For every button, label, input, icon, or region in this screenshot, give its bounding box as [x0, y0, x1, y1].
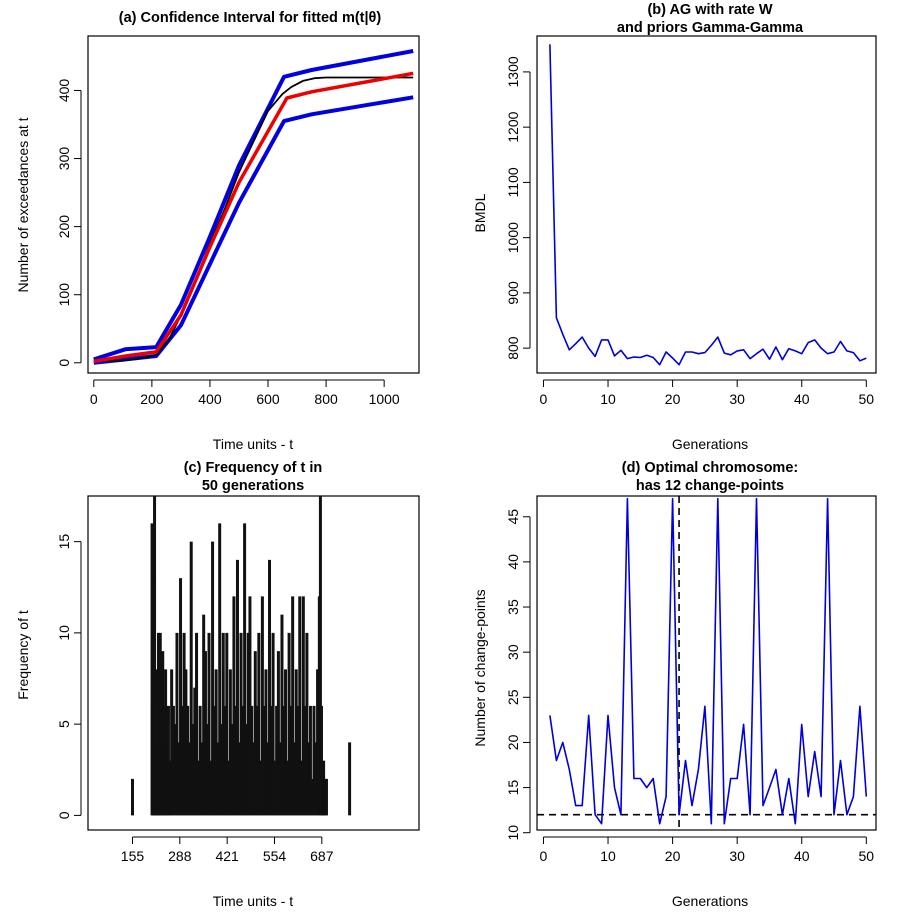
panel-b-title: (b) AG with rate W [647, 2, 772, 18]
panel-c-y-label: Frequency of t [15, 610, 31, 700]
y-tick-label: 1300 [505, 56, 521, 87]
x-tick-label: 0 [540, 391, 548, 407]
panel-a-plot-box [87, 35, 420, 374]
panel-c-x-label: Time units - t [213, 893, 293, 909]
panel-d-title: (d) Optimal chromosome: [622, 460, 798, 476]
y-tick-label: 0 [56, 811, 72, 819]
x-tick-label: 687 [310, 848, 334, 864]
panel-b-x-axis: 0 10 20 30 40 50 [540, 379, 875, 407]
panel-a-x-label: Time units - t [213, 436, 293, 452]
x-tick-label: 288 [168, 848, 192, 864]
y-tick-label: 45 [505, 509, 521, 525]
y-tick-label: 800 [505, 336, 521, 360]
y-tick-label: 1100 [505, 167, 521, 197]
x-tick-label: 600 [256, 391, 280, 407]
panel-c-plot-box [87, 495, 420, 831]
x-tick-label: 30 [729, 391, 745, 407]
x-tick-label: 40 [794, 391, 810, 407]
y-tick-label: 35 [505, 599, 521, 615]
y-tick-label: 15 [505, 780, 521, 796]
x-tick-label: 554 [263, 848, 287, 864]
panel-b-series [549, 44, 867, 366]
y-tick-label: 10 [505, 825, 521, 841]
x-tick-label: 200 [140, 391, 164, 407]
panel-d-series [537, 496, 876, 830]
panel-d-y-label: Number of change-points [472, 589, 488, 746]
panel-a-title: (a) Confidence Interval for fitted m(t|θ… [119, 10, 382, 26]
panel-d-x-axis: 0 10 20 30 40 50 [540, 836, 875, 864]
series-line-1 [93, 49, 414, 362]
x-tick-label: 155 [121, 848, 145, 864]
panel-d-subtitle: has 12 change-points [636, 478, 784, 494]
panel-b-y-axis: 800 900 1000 1100 1200 1300 [505, 56, 531, 360]
panel-c-y-axis: 0 5 10 15 [56, 534, 82, 819]
y-tick-label: 20 [505, 734, 521, 750]
panel-d: (d) Optimal chromosome: has 12 change-po… [472, 460, 877, 909]
panel-b-x-label: Generations [672, 436, 748, 452]
panel-c: (c) Frequency of t in 50 generations 155… [15, 460, 420, 909]
y-tick-label: 5 [56, 720, 72, 728]
y-tick-label: 15 [56, 534, 72, 550]
panel-b-subtitle: and priors Gamma-Gamma [617, 20, 804, 36]
x-tick-label: 10 [600, 391, 616, 407]
x-tick-label: 0 [90, 391, 98, 407]
y-tick-label: 400 [56, 79, 72, 103]
x-tick-label: 20 [665, 848, 681, 864]
panel-b-y-label: BMDL [472, 193, 488, 232]
x-tick-label: 40 [794, 848, 810, 864]
series-line-3 [93, 76, 414, 363]
panel-c-bars [130, 496, 352, 816]
x-tick-label: 421 [215, 848, 239, 864]
panel-a-y-axis: 0 100 200 300 400 [56, 79, 82, 367]
panel-c-x-axis: 155 288 421 554 687 [121, 836, 334, 864]
x-tick-label: 400 [198, 391, 222, 407]
y-tick-label: 200 [56, 215, 72, 239]
panel-a-x-axis: 0 200 400 600 800 1000 [90, 379, 400, 407]
x-tick-label: 20 [665, 391, 681, 407]
y-tick-label: 40 [505, 554, 521, 570]
panel-b: (b) AG with rate W and priors Gamma-Gamm… [472, 2, 877, 452]
y-tick-label: 900 [505, 281, 521, 305]
panel-b-plot-box [536, 35, 877, 374]
x-tick-label: 30 [729, 848, 745, 864]
x-tick-label: 1000 [369, 391, 400, 407]
panel-d-plot-box [536, 495, 877, 831]
y-tick-label: 0 [56, 359, 72, 367]
panel-d-y-axis: 10 15 20 25 30 35 40 45 [505, 509, 531, 841]
panel-a-series [93, 49, 414, 365]
series-line-4 [93, 71, 414, 364]
panel-c-title: (c) Frequency of t in [184, 460, 323, 476]
y-tick-label: 10 [56, 625, 72, 641]
y-tick-label: 300 [56, 147, 72, 171]
x-tick-label: 50 [859, 391, 875, 407]
x-tick-label: 0 [540, 848, 548, 864]
panel-a-y-label: Number of exceedances at t [15, 117, 31, 292]
y-tick-label: 30 [505, 644, 521, 660]
y-tick-label: 100 [56, 283, 72, 307]
y-tick-label: 25 [505, 689, 521, 705]
y-tick-label: 1200 [505, 111, 521, 142]
series-line-1 [549, 497, 868, 825]
panel-d-x-label: Generations [672, 893, 748, 909]
panel-c-subtitle: 50 generations [202, 478, 304, 494]
panel-a: (a) Confidence Interval for fitted m(t|θ… [15, 10, 420, 452]
y-tick-label: 1000 [505, 222, 521, 253]
x-tick-label: 50 [859, 848, 875, 864]
x-tick-label: 10 [600, 848, 616, 864]
x-tick-label: 800 [314, 391, 338, 407]
series-line-1 [549, 44, 867, 366]
